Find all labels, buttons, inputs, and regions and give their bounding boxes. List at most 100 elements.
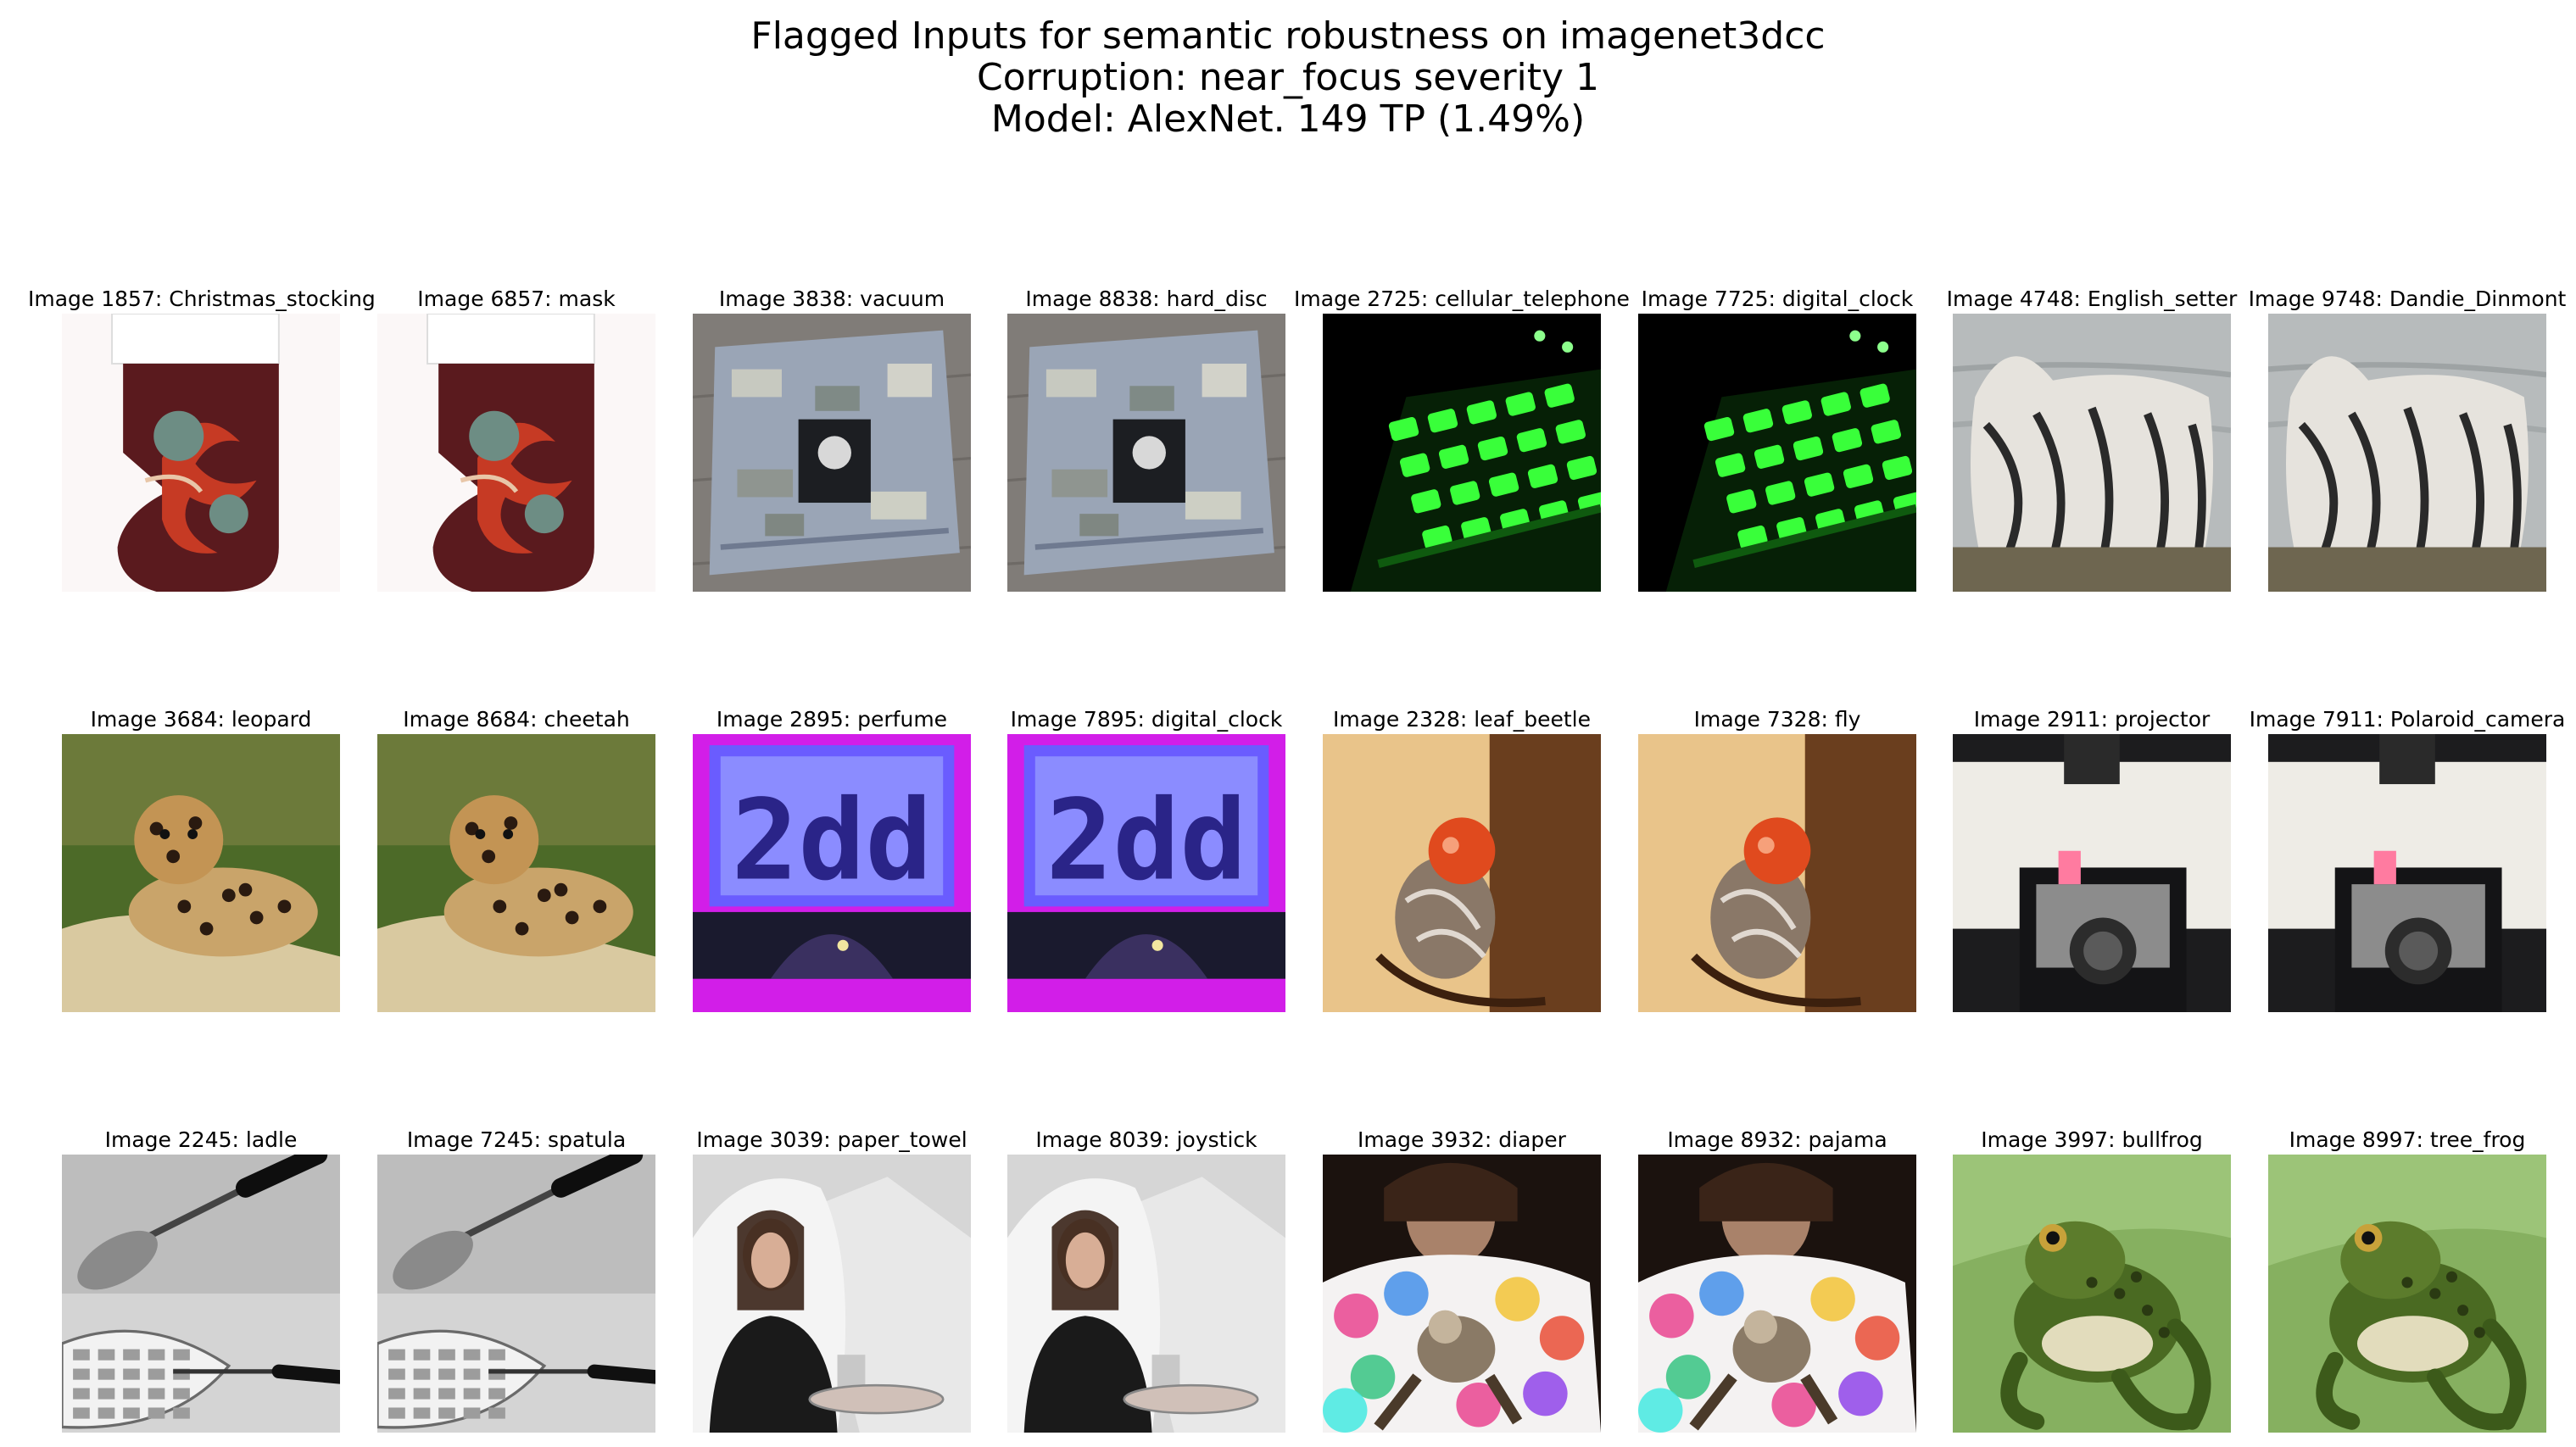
- thumbnail-caption: Image 3039: paper_towel: [696, 1127, 967, 1152]
- thumbnail-caption: Image 2328: leaf_beetle: [1333, 707, 1591, 732]
- thumbnail-image: [377, 1155, 655, 1433]
- thumbnail-picture: [2268, 314, 2546, 592]
- thumbnail-caption: Image 8932: pajama: [1667, 1127, 1887, 1152]
- thumbnail-image: [2268, 314, 2546, 592]
- thumbnail-cell: Image 6857: mask: [377, 285, 655, 598]
- thumbnail-image: [377, 734, 655, 1012]
- thumbnail-image: [1953, 1155, 2231, 1433]
- thumbnail-picture: [1953, 1155, 2231, 1433]
- thumbnail-caption: Image 8838: hard_disc: [1025, 287, 1268, 311]
- thumbnail-picture: [62, 314, 340, 592]
- thumbnail-image: [693, 1155, 971, 1433]
- thumbnail-image: [62, 734, 340, 1012]
- thumbnail-caption: Image 2895: perfume: [716, 707, 948, 732]
- thumbnail-cell: Image 2725: cellular_telephone: [1294, 285, 1630, 598]
- thumbnail-picture: [1638, 1155, 1916, 1433]
- thumbnail-picture: [1953, 314, 2231, 592]
- thumbnail-cell: Image 9748: Dandie_Dinmont: [2249, 285, 2566, 598]
- thumbnail-cell: Image 3684: leopard: [62, 705, 340, 1019]
- thumbnail-cell: Image 7911: Polaroid_camera: [2250, 705, 2565, 1019]
- thumbnail-picture: [377, 734, 655, 1012]
- thumbnail-picture: [1953, 734, 2231, 1012]
- thumbnail-cell: Image 2245: ladle: [62, 1126, 340, 1439]
- thumbnail-picture: [1007, 314, 1285, 592]
- thumbnail-caption: Image 1857: Christmas_stocking: [28, 287, 376, 311]
- thumbnail-image: [2268, 1155, 2546, 1433]
- thumbnail-cell: Image 3838: vacuum: [693, 285, 971, 598]
- thumbnail-caption: Image 3997: bullfrog: [1981, 1127, 2203, 1152]
- thumbnail-cell: Image 7245: spatula: [377, 1126, 655, 1439]
- thumbnail-caption: Image 4748: English_setter: [1946, 287, 2238, 311]
- thumbnail-caption: Image 6857: mask: [417, 287, 616, 311]
- thumbnail-image: 2dd: [693, 734, 971, 1012]
- thumbnail-cell: Image 7725: digital_clock: [1638, 285, 1916, 598]
- thumbnail-picture: [62, 1155, 340, 1433]
- thumbnail-picture: [1638, 314, 1916, 592]
- thumbnail-cell: Image 2328: leaf_beetle: [1323, 705, 1601, 1019]
- figure-title: Flagged Inputs for semantic robustness o…: [0, 15, 2576, 140]
- thumbnail-cell: Image 8932: pajama: [1638, 1126, 1916, 1439]
- svg-text:2dd: 2dd: [1046, 776, 1247, 905]
- thumbnail-cell: Image 2911: projector: [1953, 705, 2231, 1019]
- thumbnail-picture: [377, 1155, 655, 1433]
- thumbnail-cell: Image 7895: digital_clock 2dd: [1007, 705, 1285, 1019]
- thumbnail-image: [1323, 314, 1601, 592]
- thumbnail-caption: Image 3932: diaper: [1358, 1127, 1566, 1152]
- thumbnail-picture: 2dd: [693, 734, 971, 1012]
- title-line-1: Flagged Inputs for semantic robustness o…: [750, 14, 1826, 58]
- thumbnail-picture: [1323, 1155, 1601, 1433]
- thumbnail-image: [62, 314, 340, 592]
- thumbnail-image: [1638, 734, 1916, 1012]
- thumbnail-image: [2268, 734, 2546, 1012]
- svg-text:2dd: 2dd: [732, 776, 933, 905]
- thumbnail-picture: 2dd: [1007, 734, 1285, 1012]
- thumbnail-cell: Image 8684: cheetah: [377, 705, 655, 1019]
- thumbnail-cell: Image 3932: diaper: [1323, 1126, 1601, 1439]
- thumbnail-picture: [1638, 734, 1916, 1012]
- thumbnail-picture: [377, 314, 655, 592]
- thumbnail-image: [1323, 734, 1601, 1012]
- thumbnail-image: [1638, 314, 1916, 592]
- thumbnail-image: [377, 314, 655, 592]
- thumbnail-caption: Image 3684: leopard: [90, 707, 312, 732]
- title-line-3: Model: AlexNet. 149 TP (1.49%): [990, 97, 1586, 141]
- thumbnail-caption: Image 7895: digital_clock: [1010, 707, 1283, 732]
- thumbnail-caption: Image 7328: fly: [1693, 707, 1861, 732]
- thumbnail-picture: [693, 314, 971, 592]
- thumbnail-cell: Image 2895: perfume 2dd: [693, 705, 971, 1019]
- thumbnail-picture: [693, 1155, 971, 1433]
- title-line-2: Corruption: near_focus severity 1: [976, 56, 1600, 99]
- thumbnail-caption: Image 3838: vacuum: [718, 287, 945, 311]
- thumbnail-picture: [1323, 314, 1601, 592]
- thumbnail-image: [62, 1155, 340, 1433]
- thumbnail-picture: [1323, 734, 1601, 1012]
- thumbnail-cell: Image 8838: hard_disc: [1007, 285, 1285, 598]
- thumbnail-image: [1007, 1155, 1285, 1433]
- thumbnail-cell: Image 4748: English_setter: [1947, 285, 2237, 598]
- thumbnail-caption: Image 2911: projector: [1973, 707, 2211, 732]
- thumbnail-image: [1323, 1155, 1601, 1433]
- thumbnail-cell: Image 8997: tree_frog: [2268, 1126, 2546, 1439]
- thumbnail-caption: Image 7245: spatula: [406, 1127, 627, 1152]
- thumbnail-image: [1638, 1155, 1916, 1433]
- thumbnail-cell: Image 3039: paper_towel: [693, 1126, 971, 1439]
- thumbnail-image: [1953, 314, 2231, 592]
- thumbnail-cell: Image 1857: Christmas_stocking: [28, 285, 376, 598]
- thumbnail-caption: Image 8684: cheetah: [403, 707, 630, 732]
- thumbnail-caption: Image 7725: digital_clock: [1641, 287, 1914, 311]
- thumbnail-caption: Image 8997: tree_frog: [2289, 1127, 2526, 1152]
- thumbnail-picture: [2268, 734, 2546, 1012]
- thumbnail-caption: Image 2725: cellular_telephone: [1294, 287, 1630, 311]
- thumbnail-caption: Image 8039: joystick: [1035, 1127, 1257, 1152]
- thumbnail-image: [1007, 314, 1285, 592]
- thumbnail-picture: [2268, 1155, 2546, 1433]
- thumbnail-caption: Image 9748: Dandie_Dinmont: [2248, 287, 2567, 311]
- thumbnail-cell: Image 8039: joystick: [1007, 1126, 1285, 1439]
- thumbnail-caption: Image 7911: Polaroid_camera: [2249, 707, 2566, 732]
- thumbnail-picture: [1007, 1155, 1285, 1433]
- thumbnail-cell: Image 7328: fly: [1638, 705, 1916, 1019]
- thumbnail-image: 2dd: [1007, 734, 1285, 1012]
- thumbnail-image: [1953, 734, 2231, 1012]
- thumbnail-cell: Image 3997: bullfrog: [1953, 1126, 2231, 1439]
- thumbnail-caption: Image 2245: ladle: [104, 1127, 298, 1152]
